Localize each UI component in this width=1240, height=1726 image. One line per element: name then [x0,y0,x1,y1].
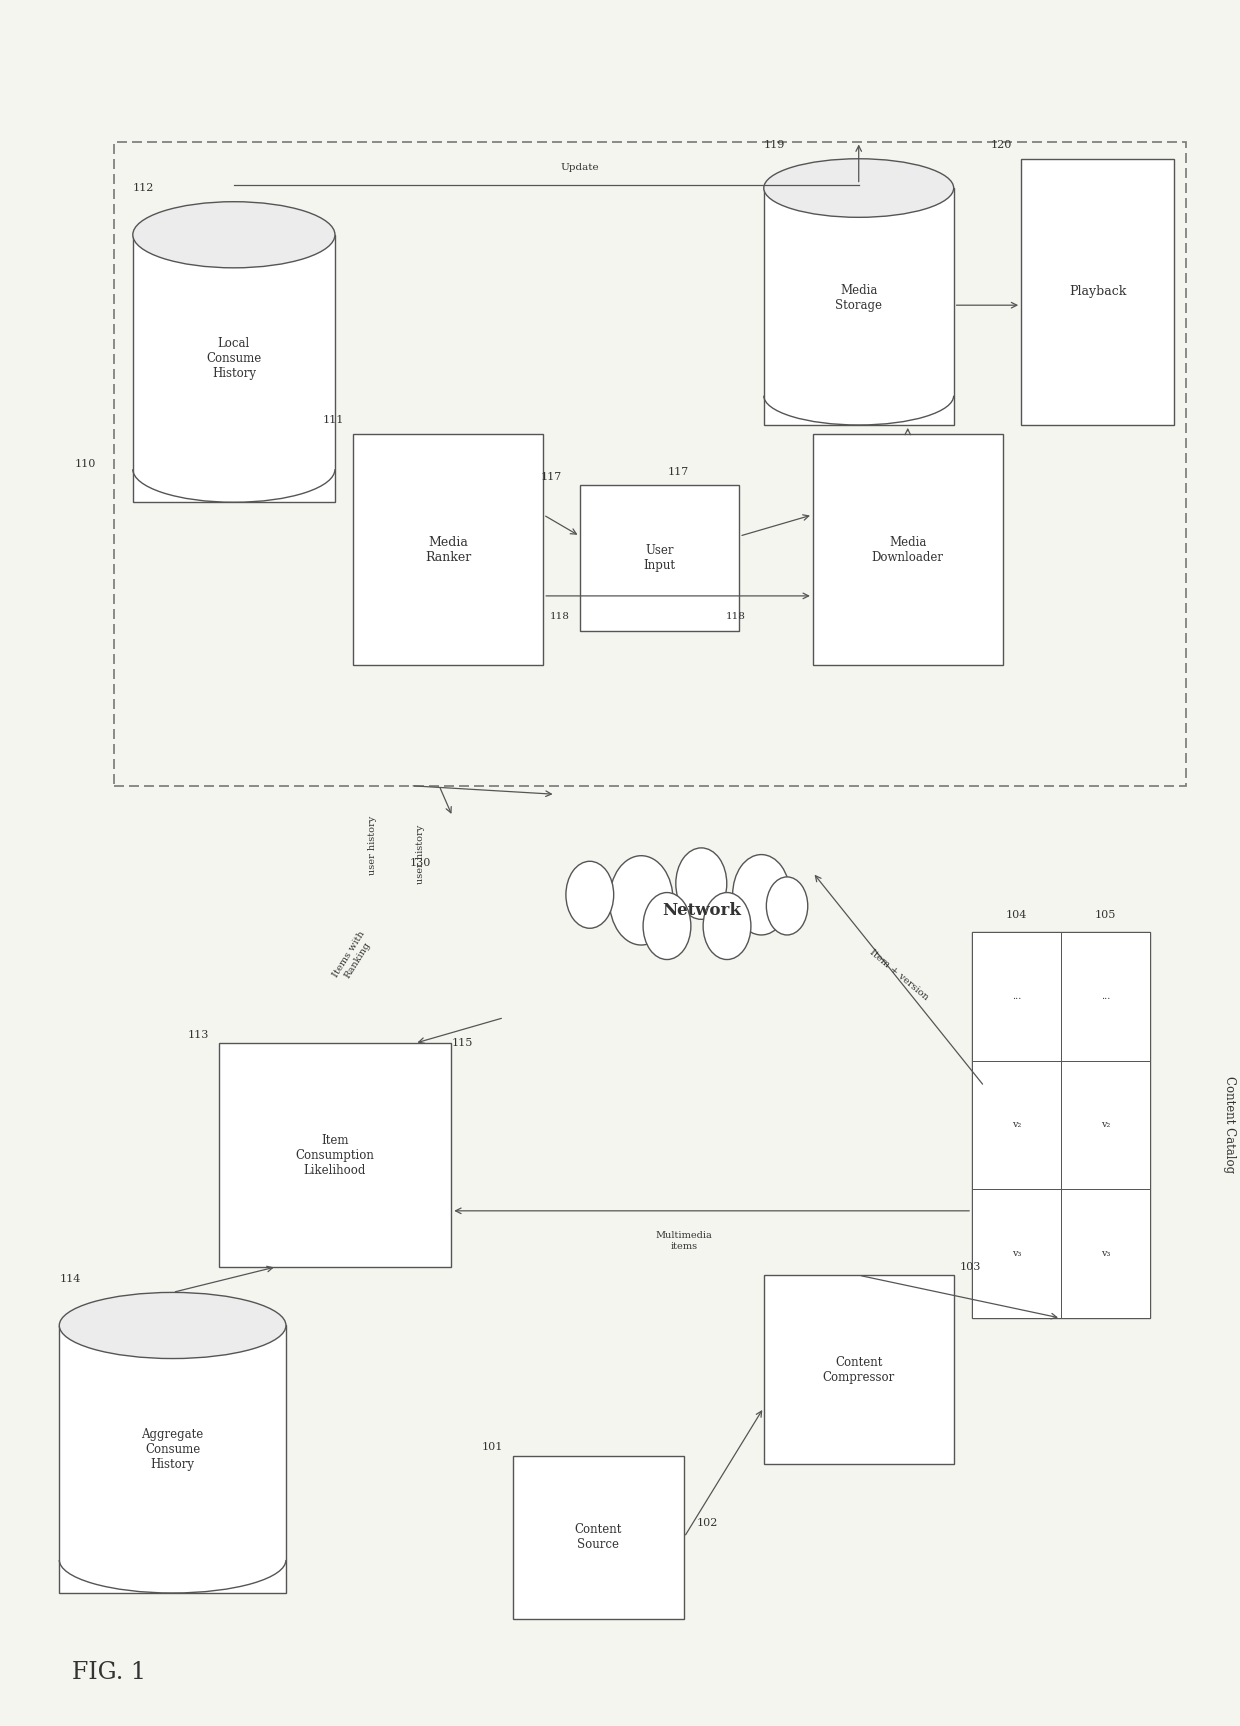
Bar [114,142,1187,785]
Text: 120: 120 [991,140,1012,150]
Text: Item + version: Item + version [868,948,930,1001]
Ellipse shape [60,1293,286,1358]
Text: Content Catalog: Content Catalog [1223,1077,1236,1174]
Circle shape [565,861,614,929]
Text: 113: 113 [188,1030,210,1039]
Text: Aggregate
Consume
History: Aggregate Consume History [141,1427,203,1471]
Text: v₂: v₂ [1101,1120,1110,1129]
Text: v₃: v₃ [1012,1250,1022,1258]
Bar [60,1326,286,1593]
Text: Network: Network [662,903,740,918]
Text: 118: 118 [549,613,569,621]
Text: Content
Compressor: Content Compressor [822,1355,895,1384]
Text: v₂: v₂ [1012,1120,1021,1129]
Text: Media
Storage: Media Storage [836,283,882,312]
Text: ...: ... [1101,992,1110,1001]
Bar [580,485,739,632]
Text: v₃: v₃ [1101,1250,1110,1258]
Text: 101: 101 [482,1441,503,1452]
Text: 103: 103 [960,1262,981,1272]
Bar [133,235,335,502]
Text: 118: 118 [725,613,745,621]
Bar [218,1043,451,1267]
Circle shape [766,877,807,935]
Text: Media
Downloader: Media Downloader [872,535,944,563]
Text: 105: 105 [1095,910,1116,920]
Text: User
Input: User Input [644,544,676,571]
Bar [764,1276,954,1464]
Text: Local
Consume
History: Local Consume History [206,337,262,380]
Text: 111: 111 [322,414,343,425]
Text: 112: 112 [133,183,154,193]
Circle shape [733,854,790,935]
Bar [353,433,543,666]
Bar [1061,1189,1149,1319]
Circle shape [644,892,691,960]
Text: Media
Ranker: Media Ranker [425,535,471,563]
Text: 114: 114 [60,1274,81,1284]
Circle shape [703,892,751,960]
Circle shape [676,847,727,920]
Circle shape [609,856,673,946]
Bar [1061,1060,1149,1189]
Text: Multimedia
items: Multimedia items [656,1231,713,1251]
Bar [764,188,954,425]
Bar [972,932,1061,1060]
Bar [1061,932,1149,1060]
Ellipse shape [133,202,335,268]
Ellipse shape [764,159,954,217]
Text: ...: ... [1012,992,1022,1001]
Text: 117: 117 [541,471,562,482]
Bar [1021,159,1174,425]
Text: 119: 119 [764,140,785,150]
Text: 130: 130 [410,858,432,868]
Text: 115: 115 [451,1039,472,1048]
Text: Update: Update [560,162,599,173]
Bar [812,433,1003,666]
Bar [512,1455,684,1619]
Text: Playback: Playback [1069,285,1126,299]
Text: Item
Consumption
Likelihood: Item Consumption Likelihood [295,1134,374,1177]
Text: user history: user history [368,816,377,875]
Bar [972,932,1149,1319]
Bar [972,1189,1061,1319]
Text: Content
Source: Content Source [574,1522,622,1552]
Bar [972,1060,1061,1189]
Text: 117: 117 [667,466,689,476]
Text: 104: 104 [1006,910,1027,920]
Text: 110: 110 [74,459,95,469]
Text: Items with
Ranking: Items with Ranking [331,930,376,986]
Text: user history: user history [417,825,425,884]
Text: 102: 102 [697,1519,718,1529]
Text: FIG. 1: FIG. 1 [72,1660,145,1685]
